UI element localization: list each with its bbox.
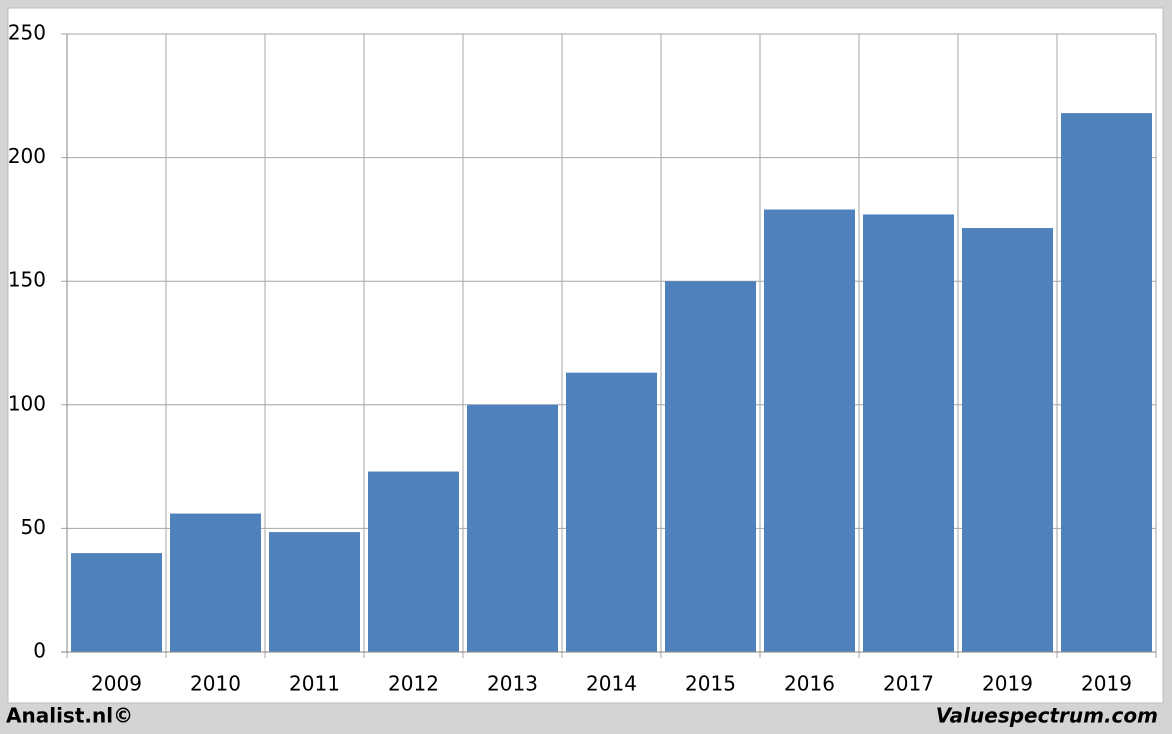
bar: [566, 372, 657, 652]
credit-right: Valuespectrum.com: [936, 704, 1158, 728]
bar: [269, 532, 360, 652]
x-tick-label: 2017: [883, 672, 934, 696]
x-tick-label: 2012: [388, 672, 439, 696]
bar: [1061, 113, 1152, 652]
x-tick-label: 2016: [784, 672, 835, 696]
y-tick-label: 100: [8, 391, 46, 415]
x-tick-label: 2013: [487, 672, 538, 696]
y-tick-label: 150: [8, 268, 46, 292]
x-tick-label: 2014: [586, 672, 637, 696]
y-tick-label: 250: [8, 21, 46, 45]
y-tick-label: 50: [21, 515, 46, 539]
bar: [863, 214, 954, 652]
bar: [467, 404, 558, 652]
plot-area: 0 50 100 150 200 250 2009 2010 2011 2012 2013 2014 2…: [8, 21, 1157, 696]
x-tick-label: 2019: [982, 672, 1033, 696]
x-tick-label: 2010: [190, 672, 241, 696]
bar: [764, 209, 855, 652]
bar: [170, 513, 261, 652]
x-tick-label: 2015: [685, 672, 736, 696]
x-tick-label: 2009: [91, 672, 142, 696]
bar: [665, 281, 756, 652]
x-tick-label: 2011: [289, 672, 340, 696]
x-tick-label: 2019: [1081, 672, 1132, 696]
y-tick-label: 0: [33, 639, 46, 663]
bar: [962, 228, 1053, 652]
credit-left: Analist.nl©: [6, 704, 133, 728]
y-tick-label: 200: [8, 144, 46, 168]
bar: [71, 553, 162, 652]
bar: [368, 471, 459, 652]
